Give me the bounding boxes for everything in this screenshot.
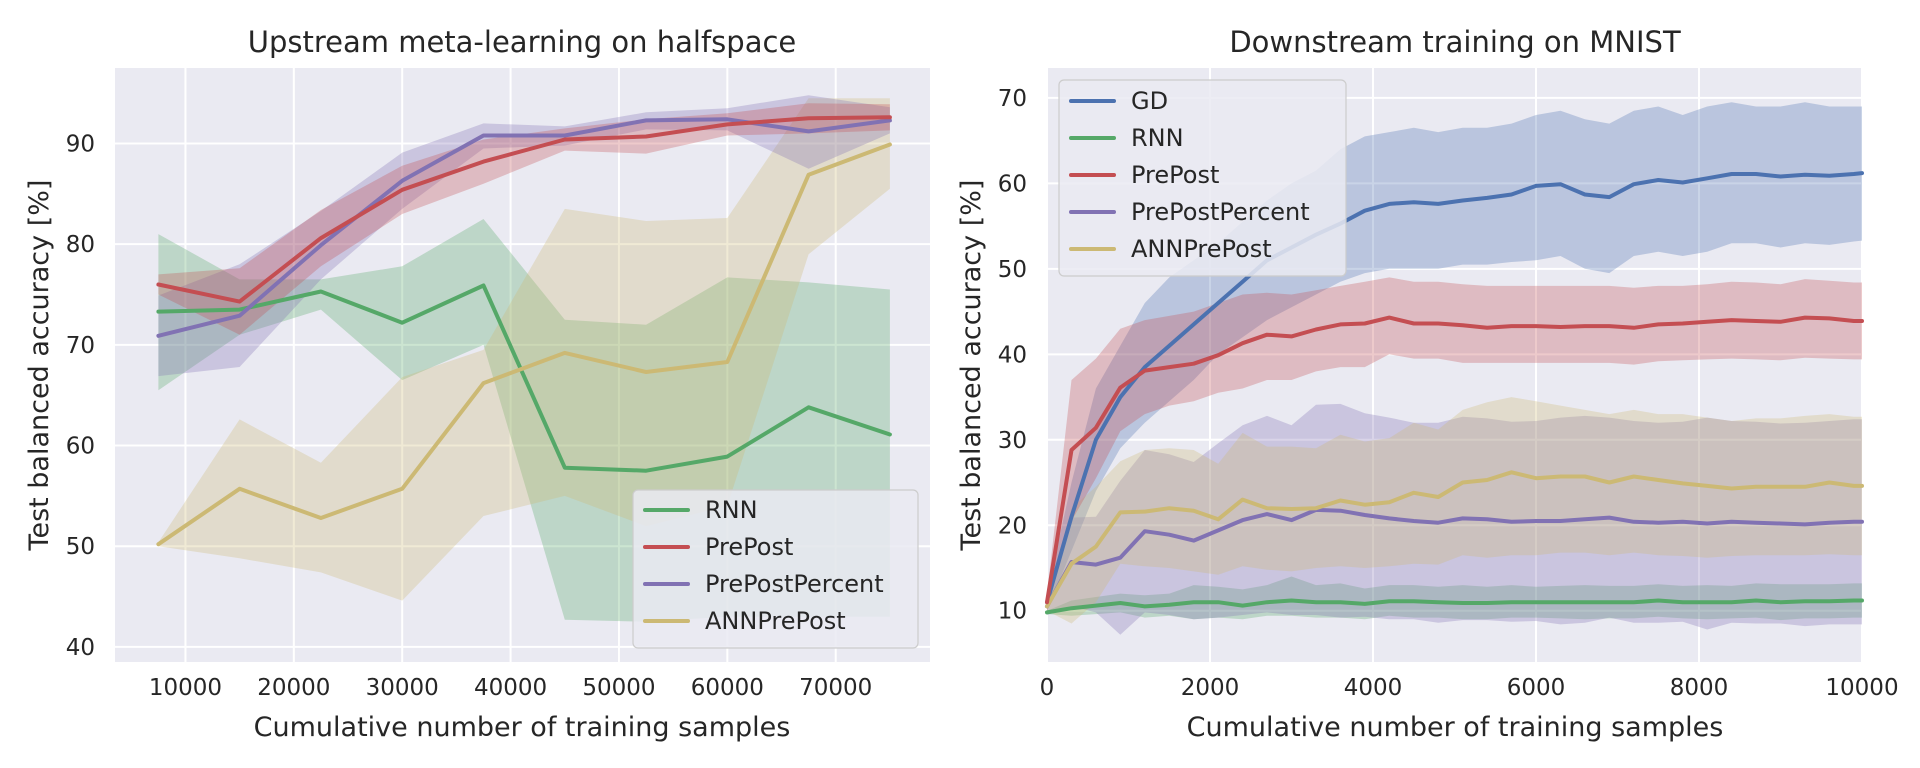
x-tick-label: 0 — [1040, 675, 1055, 701]
x-tick-label: 6000 — [1507, 675, 1566, 701]
y-axis-label-upstream: Test balanced accuracy [%] — [24, 180, 55, 552]
chart-title-upstream: Upstream meta-learning on halfspace — [248, 25, 797, 59]
x-tick-label: 8000 — [1670, 675, 1729, 701]
series-line-gd — [1045, 171, 1864, 605]
series-lines-downstream — [1045, 171, 1864, 615]
y-tick-labels-downstream: 10 20 30 40 50 60 70 — [998, 86, 1027, 625]
x-tick-label: 2000 — [1181, 675, 1240, 701]
x-axis-label-downstream: Cumulative number of training samples — [1187, 712, 1724, 743]
x-axis-label-upstream: Cumulative number of training samples — [254, 712, 791, 743]
series-line-annprepost — [156, 142, 892, 547]
x-tick-label: 10000 — [1825, 675, 1898, 701]
chart-panel-upstream: 10000 20000 30000 40000 50000 60000 70000 40 50… — [24, 25, 930, 743]
series-line-prepostpercent — [156, 117, 892, 338]
y-tick-label: 10 — [998, 599, 1027, 625]
confidence-band-rnn — [1047, 576, 1862, 621]
y-tick-label: 90 — [66, 132, 95, 158]
chart-panel-downstream: 0 2000 4000 6000 8000 10000 10 20 30 40 50 60 70 Do… — [956, 25, 1899, 743]
confidence-band-annprepost — [1047, 397, 1862, 624]
series-line-prepost — [1045, 315, 1864, 605]
series-lines-upstream — [156, 115, 892, 547]
series-line-rnn — [1045, 598, 1864, 615]
chart-title-downstream: Downstream training on MNIST — [1229, 25, 1681, 59]
x-tick-label: 70000 — [799, 675, 872, 701]
x-tick-label: 60000 — [691, 675, 764, 701]
confidence-band-prepostpercent — [158, 95, 890, 377]
series-line-prepost — [156, 115, 892, 304]
grid-downstream — [1046, 68, 1863, 662]
y-tick-label: 60 — [66, 434, 95, 460]
y-tick-label: 50 — [66, 534, 95, 560]
legend-label-prepostpercent: PrePostPercent — [1131, 198, 1310, 226]
y-tick-label: 50 — [998, 257, 1027, 283]
legend-label-prepost: PrePost — [1131, 161, 1219, 189]
legend-box — [1058, 79, 1347, 277]
legend-label-rnn: RNN — [705, 496, 758, 524]
confidence-band-prepost — [1047, 277, 1862, 611]
series-line-rnn — [156, 283, 892, 473]
x-tick-label: 50000 — [582, 675, 655, 701]
confidence-band-annprepost — [158, 98, 890, 601]
y-tick-label: 80 — [66, 232, 95, 258]
x-tick-labels-downstream: 0 2000 4000 6000 8000 10000 — [1040, 675, 1899, 701]
legend-label-prepost: PrePost — [705, 533, 793, 561]
y-tick-label: 40 — [998, 342, 1027, 368]
legend-label-gd: GD — [1131, 87, 1168, 115]
x-tick-label: 4000 — [1344, 675, 1403, 701]
y-tick-label: 70 — [998, 86, 1027, 112]
y-tick-label: 30 — [998, 428, 1027, 454]
x-tick-label: 10000 — [149, 675, 222, 701]
legend-label-annprepost: ANNPrePost — [1131, 235, 1272, 263]
series-line-prepostpercent — [1045, 507, 1864, 609]
y-tick-label: 20 — [998, 513, 1027, 539]
legend-box — [632, 489, 919, 649]
legend-label-annprepost: ANNPrePost — [705, 607, 846, 635]
legend-label-prepostpercent: PrePostPercent — [705, 570, 884, 598]
x-tick-label: 20000 — [257, 675, 330, 701]
y-tick-label: 60 — [998, 171, 1027, 197]
y-tick-label: 40 — [66, 635, 95, 661]
x-tick-label: 40000 — [474, 675, 547, 701]
x-tick-labels-upstream: 10000 20000 30000 40000 50000 60000 70000 — [149, 675, 872, 701]
y-axis-label-downstream: Test balanced accuracy [%] — [956, 180, 987, 552]
y-tick-label: 70 — [66, 333, 95, 359]
legend-label-rnn: RNN — [1131, 124, 1184, 152]
legend-downstream: GD RNN PrePost PrePostPercent ANNPrePost — [1058, 79, 1347, 277]
y-tick-labels-upstream: 40 50 60 70 80 90 — [66, 132, 95, 661]
series-line-annprepost — [1045, 470, 1864, 609]
legend-upstream: RNN PrePost PrePostPercent ANNPrePost — [632, 489, 919, 649]
x-tick-label: 30000 — [366, 675, 439, 701]
